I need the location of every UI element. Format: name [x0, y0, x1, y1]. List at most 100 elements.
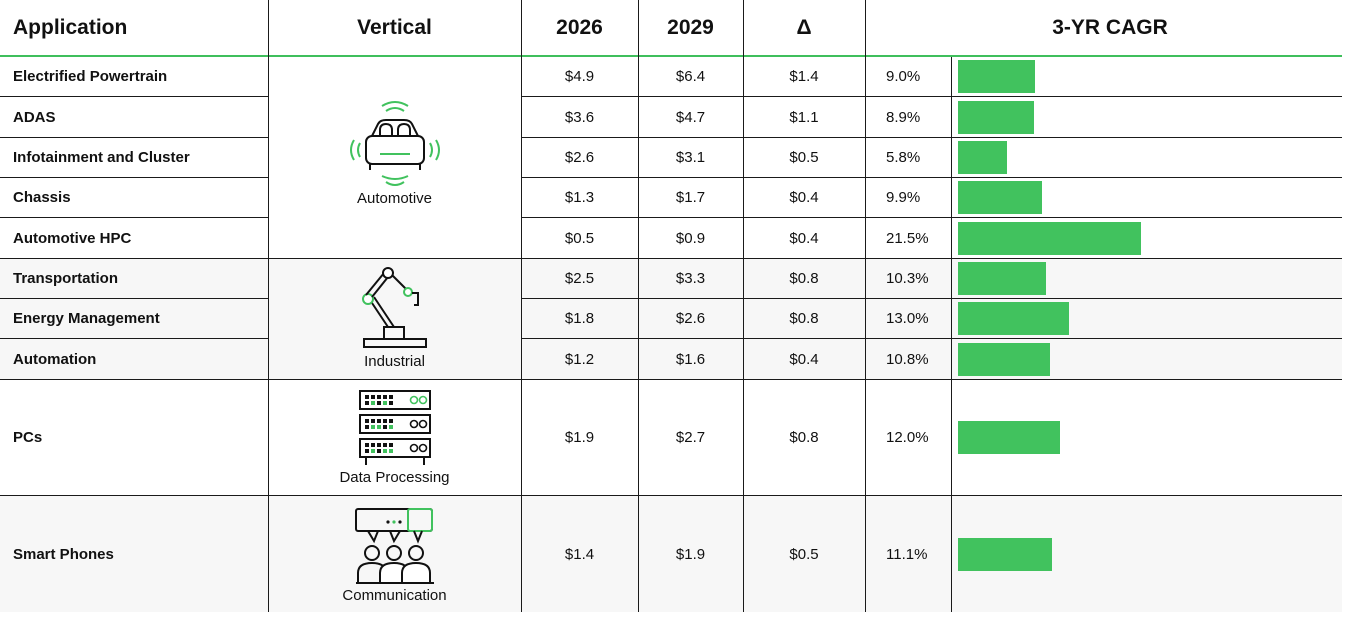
application-name: PCs: [13, 429, 43, 446]
row-divider: [521, 338, 1342, 339]
value-2029: $2.7: [675, 429, 706, 446]
value-2029: $2.6: [675, 310, 706, 327]
cagr-label: 12.0%: [886, 429, 929, 446]
application-name: Transportation: [13, 270, 119, 287]
value-delta: $0.4: [789, 189, 819, 206]
value-2029: $3.1: [675, 149, 706, 166]
cagr-bar: [958, 421, 1061, 454]
application-name: Infotainment and Cluster: [13, 149, 190, 166]
col-divider: [521, 0, 522, 612]
cagr-label: 9.9%: [886, 189, 921, 206]
value-2026: $2.6: [564, 149, 595, 166]
cagr-bar: [958, 181, 1043, 214]
value-delta: $1.1: [789, 108, 819, 126]
application-name: Smart Phones: [13, 545, 114, 563]
row-divider: [0, 495, 1342, 496]
header-2029: 2029: [667, 16, 714, 39]
row-divider: [0, 177, 268, 178]
robot-arm-icon: [361, 267, 427, 348]
col-divider: [743, 0, 744, 612]
header-2026: 2026: [556, 16, 603, 39]
row-divider: [0, 379, 1342, 380]
cagr-label: 13.0%: [886, 310, 929, 327]
cagr-bar: [958, 302, 1069, 335]
row-divider: [0, 298, 268, 299]
application-name: Energy Management: [13, 310, 160, 327]
row-divider: [0, 338, 268, 339]
value-2029: $4.7: [675, 108, 706, 126]
cagr-label: 8.9%: [886, 108, 921, 126]
cagr-bar: [958, 141, 1008, 174]
row-divider: [521, 137, 1342, 138]
vertical-communication: Communication: [268, 507, 521, 604]
vertical-label: Communication: [342, 587, 447, 604]
cagr-bar: [958, 100, 1034, 134]
value-delta: $0.4: [789, 229, 819, 247]
row-divider: [0, 258, 1342, 259]
value-delta: $0.8: [789, 310, 819, 327]
vertical-industrial: Industrial: [268, 265, 521, 370]
server-rack-icon: [358, 390, 431, 465]
cagr-label: 10.8%: [886, 350, 929, 368]
value-2029: $1.9: [675, 545, 706, 563]
industrial-shade: [268, 259, 1342, 379]
industrial-app-shade: [0, 259, 268, 379]
value-2029: $6.4: [675, 68, 706, 85]
row-divider: [0, 137, 268, 138]
value-2026: $1.2: [564, 350, 595, 368]
vertical-data-processing: Data Processing: [268, 389, 521, 486]
value-2029: $3.3: [675, 270, 706, 287]
value-delta: $0.8: [789, 270, 819, 287]
value-delta: $0.4: [789, 350, 819, 368]
col-divider: [865, 0, 866, 612]
value-2026: $1.3: [564, 189, 595, 206]
cagr-label: 10.3%: [886, 270, 929, 287]
value-2029: $1.6: [675, 350, 706, 368]
value-2026: $1.9: [564, 429, 595, 446]
cagr-label: 5.8%: [886, 149, 921, 166]
col-divider: [951, 57, 952, 612]
row-divider: [521, 177, 1342, 178]
row-divider: [0, 217, 268, 218]
application-name: Chassis: [13, 189, 71, 206]
cagr-bar: [958, 221, 1141, 255]
cagr-bar: [958, 342, 1050, 376]
cagr-bar: [958, 262, 1046, 295]
value-2026: $1.8: [564, 310, 595, 327]
value-delta: $0.5: [789, 149, 819, 166]
cagr-label: 11.1%: [886, 545, 928, 563]
vertical-label: Data Processing: [339, 469, 450, 486]
vertical-automotive: Automotive: [268, 96, 521, 207]
application-name: ADAS: [13, 108, 56, 126]
value-2026: $1.4: [564, 545, 595, 563]
col-divider: [638, 0, 639, 612]
row-divider: [521, 96, 1342, 97]
value-delta: $1.4: [789, 68, 819, 85]
value-2029: $1.7: [675, 189, 706, 206]
people-talking-icon: [354, 508, 434, 584]
car-icon: [349, 101, 440, 186]
value-2026: $3.6: [564, 108, 595, 126]
value-delta: $0.5: [789, 545, 819, 563]
value-2026: $4.9: [564, 68, 595, 85]
cagr-label: 21.5%: [886, 229, 929, 247]
header-delta: Δ: [796, 16, 812, 39]
header-cagr: 3-YR CAGR: [1052, 16, 1168, 39]
cagr-label: 9.0%: [886, 68, 921, 85]
header-vertical: Vertical: [357, 16, 432, 39]
row-divider: [521, 298, 1342, 299]
vertical-label: Industrial: [364, 353, 425, 370]
value-2026: $0.5: [564, 229, 595, 247]
application-name: Automation: [13, 350, 97, 368]
header-rule: [0, 55, 1342, 57]
cagr-bar: [958, 537, 1053, 571]
row-divider: [521, 217, 1342, 218]
smartphones-shade: [0, 496, 1342, 612]
value-2029: $0.9: [675, 229, 706, 247]
value-2026: $2.5: [564, 270, 595, 287]
cagr-bar: [958, 60, 1035, 93]
row-divider: [0, 96, 268, 97]
application-name: Automotive HPC: [13, 229, 132, 247]
application-name: Electrified Powertrain: [13, 68, 168, 85]
